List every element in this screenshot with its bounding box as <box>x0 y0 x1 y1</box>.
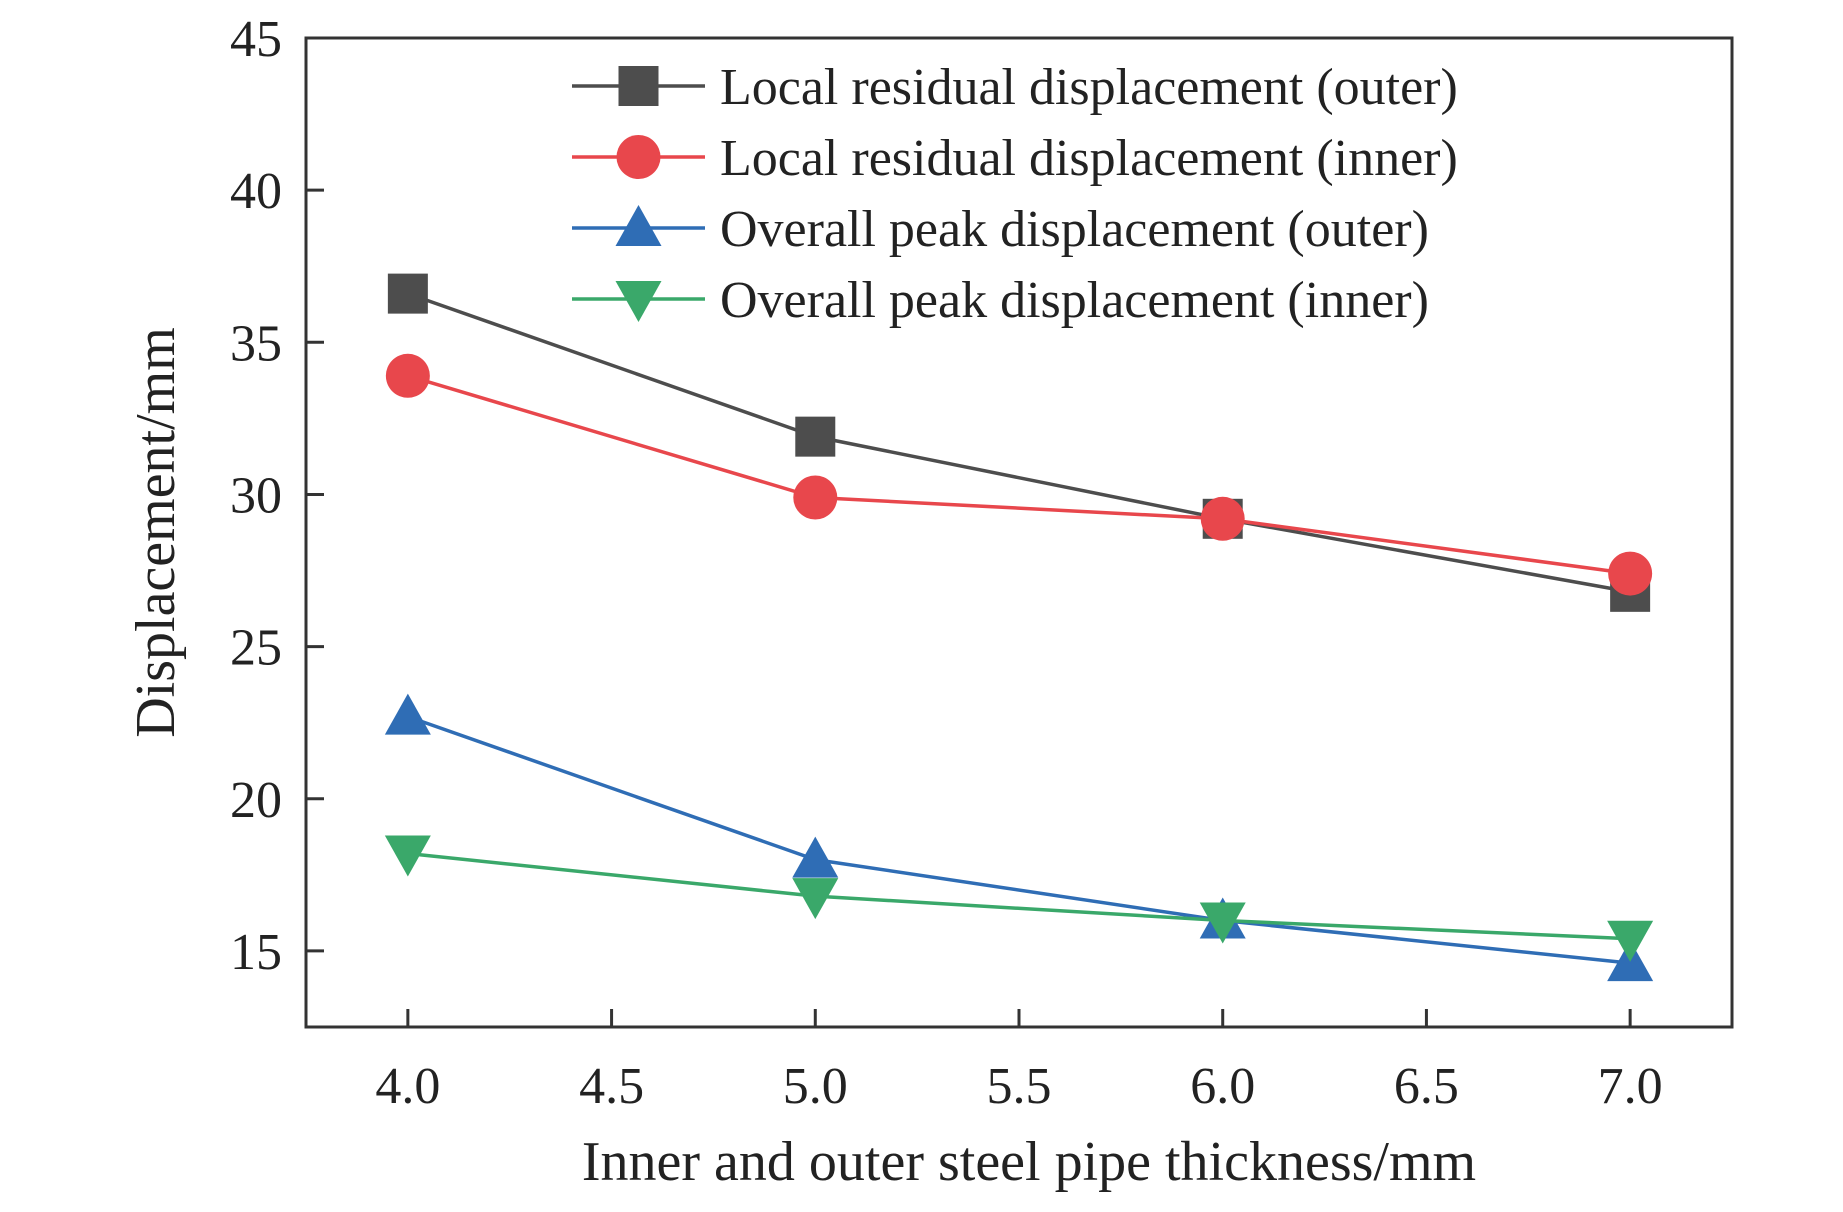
data-point <box>792 878 839 920</box>
data-point <box>793 475 838 520</box>
x-axis-label: Inner and outer steel pipe thickness/mm <box>582 1131 1476 1193</box>
y-tick-label: 40 <box>230 163 282 220</box>
y-axis-label: Displacement/mm <box>125 327 187 738</box>
tick-labels: 4.0 4.5 5.0 5.5 6.0 6.5 7.0 15 20 25 30 35 40 45 <box>230 11 1663 1115</box>
legend-entry: Overall peak displacement (outer) <box>572 201 1429 258</box>
legend-marker <box>616 135 661 179</box>
x-tick-label: 5.0 <box>783 1058 848 1115</box>
x-tick-label: 7.0 <box>1598 1058 1663 1115</box>
legend-entry: Overall peak displacement (inner) <box>572 272 1429 329</box>
legend-marker <box>618 66 659 106</box>
x-tick-label: 6.0 <box>1190 1058 1255 1115</box>
series-line <box>407 714 1631 965</box>
legend: Local residual displacement (outer) Local… <box>572 59 1458 329</box>
legend-marker <box>615 205 662 246</box>
series-circle <box>385 353 1653 596</box>
data-point <box>792 836 839 878</box>
x-tick-label: 6.5 <box>1394 1058 1459 1115</box>
y-tick-label: 30 <box>230 467 282 524</box>
series-triangle-down <box>384 835 1654 962</box>
data-point <box>1608 551 1653 596</box>
series-layer <box>384 273 1654 982</box>
data-point <box>795 416 836 457</box>
data-point <box>385 353 430 398</box>
legend-entry: Local residual displacement (outer) <box>572 59 1458 116</box>
data-point <box>1607 920 1654 962</box>
data-point <box>384 693 431 735</box>
series-line <box>407 291 1631 594</box>
y-tick-label: 20 <box>230 772 282 829</box>
x-tick-label: 4.5 <box>579 1058 644 1115</box>
y-tick-label: 35 <box>230 315 282 372</box>
y-tick-label: 45 <box>230 11 282 68</box>
x-tick-label: 4.0 <box>375 1058 440 1115</box>
y-tick-label: 25 <box>230 620 282 677</box>
data-point <box>1200 496 1245 541</box>
legend-marker <box>615 281 662 322</box>
y-tick-label: 15 <box>230 924 282 981</box>
legend-label: Overall peak displacement (outer) <box>720 201 1429 258</box>
series-line <box>407 851 1631 941</box>
series-line <box>407 374 1631 576</box>
legend-entry: Local residual displacement (inner) <box>572 130 1458 187</box>
data-point <box>387 273 428 314</box>
data-point <box>1199 902 1246 944</box>
series-triangle-up <box>384 693 1654 982</box>
legend-label: Local residual displacement (outer) <box>720 59 1458 116</box>
data-point <box>384 835 431 877</box>
plot-frame <box>304 36 1734 1029</box>
legend-label: Overall peak displacement (inner) <box>720 272 1429 329</box>
legend-label: Local residual displacement (inner) <box>720 130 1458 187</box>
x-tick-label: 5.5 <box>987 1058 1052 1115</box>
